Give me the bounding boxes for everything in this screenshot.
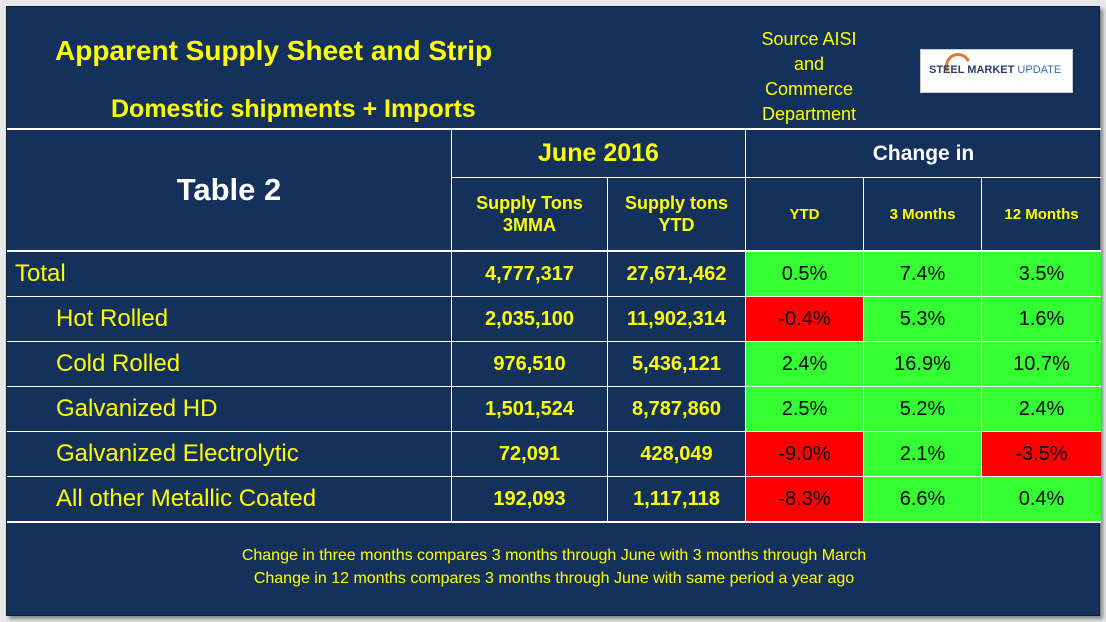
cell-supply-3mma: 192,093 <box>493 487 566 510</box>
table-label: Table 2 <box>176 172 282 207</box>
col-header-line: Supply tons <box>625 193 728 213</box>
row-label: Hot Rolled <box>56 305 169 332</box>
period-header: June 2016 <box>538 139 659 167</box>
change-group-header: Change in <box>872 141 975 165</box>
cell-change-m3: 5.3% <box>864 297 981 341</box>
cell-supply-3mma: 72,091 <box>498 442 561 465</box>
row-label: Galvanized Electrolytic <box>56 440 299 467</box>
row-label: Total <box>15 260 66 287</box>
cell-supply-ytd: 1,117,118 <box>633 487 720 510</box>
cell-supply-3mma: 4,777,317 <box>485 262 574 285</box>
cell-change-m3: 7.4% <box>864 252 981 296</box>
steel-market-update-logo: STEEL MARKET UPDATE <box>920 49 1073 93</box>
cell-change-m3: 2.1% <box>864 432 981 476</box>
col-header-ytd: YTD <box>789 205 820 223</box>
cell-supply-3mma: 976,510 <box>493 352 566 375</box>
source-line: Commerce <box>764 79 853 99</box>
cell-change-m12: -3.5% <box>982 432 1101 476</box>
logo-accent: UPDATE <box>1017 64 1062 76</box>
col-header-3mma: Supply Tons 3MMA <box>452 178 607 250</box>
cell-change-m3: 6.6% <box>864 477 981 521</box>
cell-change-ytd: 2.4% <box>746 342 863 386</box>
col-header-12-months: 12 Months <box>1004 205 1079 223</box>
cell-change-m12: 2.4% <box>982 387 1101 431</box>
row-label: Cold Rolled <box>56 350 181 377</box>
source-line: Department <box>761 104 857 124</box>
source-note: Source AISI and Commerce Department <box>749 27 869 127</box>
col-header-line: YTD <box>658 215 695 235</box>
footer-note-12-months: Change in 12 months compares 3 months th… <box>253 570 855 587</box>
footer-note-3-months: Change in three months compares 3 months… <box>241 547 867 564</box>
slide-frame: Apparent Supply Sheet and Strip Domestic… <box>6 6 1101 616</box>
cell-change-ytd: 0.5% <box>746 252 863 296</box>
page-subtitle: Domestic shipments + Imports <box>111 95 476 123</box>
cell-change-ytd: 2.5% <box>746 387 863 431</box>
cell-change-m3: 16.9% <box>864 342 981 386</box>
cell-supply-3mma: 2,035,100 <box>485 307 574 330</box>
col-header-line: 3MMA <box>502 215 556 235</box>
source-line: Source AISI <box>761 29 857 49</box>
cell-supply-ytd: 8,787,860 <box>632 397 721 420</box>
cell-change-ytd: -0.4% <box>746 297 863 341</box>
cell-change-ytd: -9.0% <box>746 432 863 476</box>
col-header-3-months: 3 Months <box>889 205 956 223</box>
cell-supply-3mma: 1,501,524 <box>485 397 574 420</box>
col-header-line: Supply Tons <box>476 193 583 213</box>
cell-change-m12: 0.4% <box>982 477 1101 521</box>
cell-change-ytd: -8.3% <box>746 477 863 521</box>
cell-supply-ytd: 11,902,314 <box>627 307 726 330</box>
cell-change-m12: 3.5% <box>982 252 1101 296</box>
cell-supply-ytd: 428,049 <box>640 442 713 465</box>
cell-change-m3: 5.2% <box>864 387 981 431</box>
source-line: and <box>793 54 825 74</box>
cell-supply-ytd: 27,671,462 <box>626 262 727 285</box>
col-header-ytd-tons: Supply tons YTD <box>608 178 745 250</box>
row-label: All other Metallic Coated <box>56 485 317 512</box>
logo-main: STEEL MARKET <box>929 64 1015 76</box>
row-label: Galvanized HD <box>56 395 218 422</box>
cell-change-m12: 1.6% <box>982 297 1101 341</box>
logo-text: STEEL MARKET UPDATE <box>929 64 1061 76</box>
cell-supply-ytd: 5,436,121 <box>632 352 721 375</box>
page-title: Apparent Supply Sheet and Strip <box>55 35 493 66</box>
cell-change-m12: 10.7% <box>982 342 1101 386</box>
